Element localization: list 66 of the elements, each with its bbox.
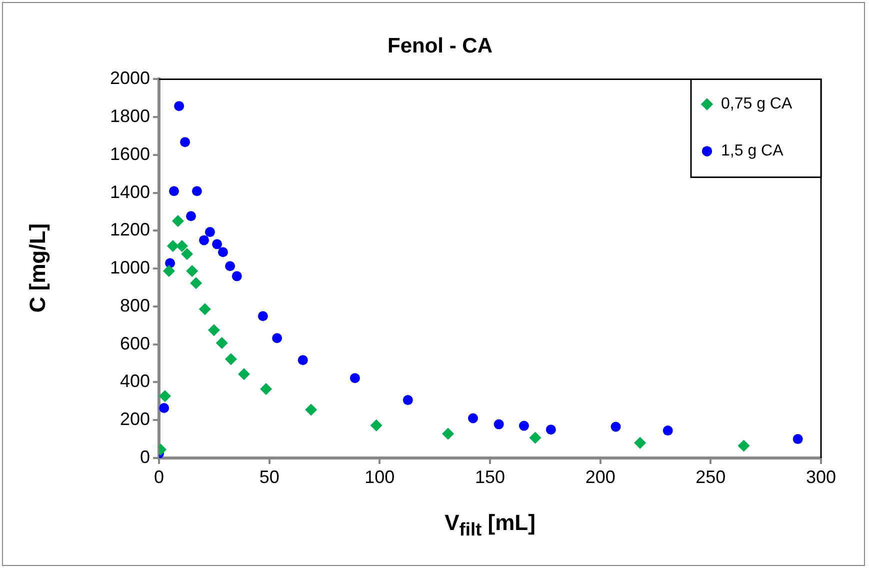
y-tick-label: 400	[120, 371, 150, 392]
point	[186, 265, 198, 278]
point	[204, 227, 215, 238]
point	[738, 440, 750, 452]
point	[159, 390, 171, 402]
x-tick-label: 150	[474, 466, 506, 487]
point	[634, 436, 646, 449]
x-tick-label: 300	[806, 466, 836, 487]
point	[224, 353, 237, 366]
point	[180, 137, 190, 148]
point	[218, 247, 228, 258]
point	[199, 235, 210, 246]
point	[186, 211, 196, 222]
y-tick-label: 2000	[110, 68, 150, 88]
point	[172, 215, 184, 228]
chart-title: Fenol - CA	[388, 34, 492, 58]
y-axis-title: C [mg/L]	[25, 223, 51, 313]
y-tick-label: 1600	[110, 144, 150, 164]
point	[238, 368, 250, 380]
point	[216, 337, 228, 350]
y-tick-label: 1400	[110, 182, 150, 202]
x-tick-label: 50	[259, 466, 280, 487]
point	[350, 373, 360, 384]
point	[169, 186, 180, 196]
y-tick-label: 1200	[110, 220, 150, 240]
point	[305, 404, 318, 416]
y-tick-label: 200	[120, 409, 150, 430]
point	[225, 261, 236, 272]
x-tick-label: 100	[364, 466, 395, 487]
x-tick-label: 200	[585, 466, 616, 487]
point	[529, 432, 542, 444]
point	[212, 239, 222, 250]
point	[494, 419, 504, 430]
point	[258, 311, 268, 322]
point	[159, 403, 170, 413]
point	[198, 303, 211, 316]
point	[402, 395, 413, 406]
x-tick-label: 250	[696, 466, 726, 487]
point	[272, 333, 282, 344]
point	[208, 324, 220, 336]
x-tick-label: 0	[154, 466, 164, 487]
y-tick-label: 600	[120, 333, 150, 354]
point	[370, 419, 382, 432]
y-tick-label: 0	[140, 446, 150, 467]
point	[792, 434, 803, 444]
point	[298, 355, 308, 366]
point	[610, 422, 621, 432]
point	[662, 426, 673, 436]
point	[190, 277, 202, 290]
y-tick-label: 1800	[110, 106, 150, 126]
legend-label: 0,75 g CA	[721, 96, 792, 113]
point	[192, 186, 202, 196]
point	[162, 265, 175, 278]
point	[181, 248, 194, 260]
y-tick-label: 800	[120, 295, 150, 316]
point	[468, 413, 478, 424]
point	[442, 428, 454, 440]
point	[166, 240, 179, 252]
point	[518, 420, 529, 431]
legend-label: 1,5 g CA	[721, 142, 784, 160]
x-axis-title: V$_{filt}$ [mL]	[444, 510, 536, 540]
point	[546, 424, 556, 435]
point	[174, 101, 184, 112]
y-tick-label: 1000	[110, 258, 150, 278]
point	[232, 271, 242, 282]
point	[260, 383, 272, 396]
